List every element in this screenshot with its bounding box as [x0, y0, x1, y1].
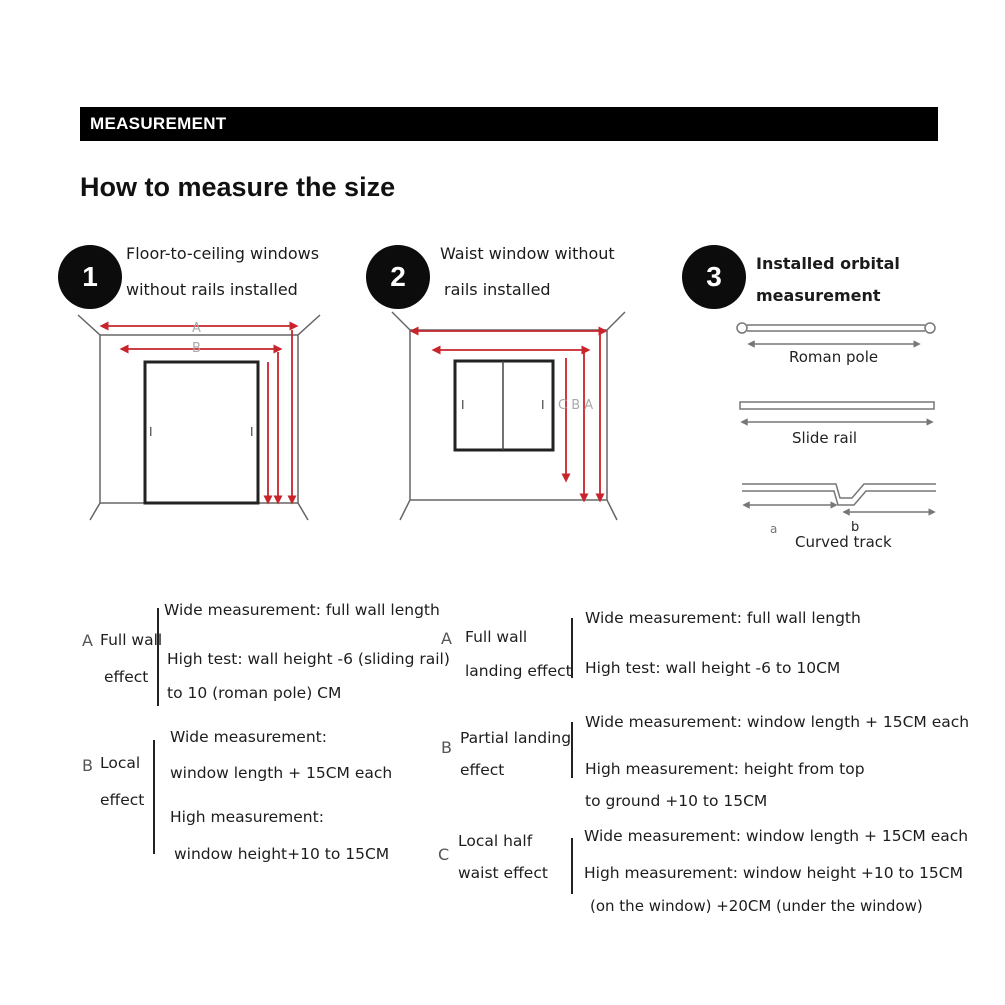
left-b-line3: High measurement: [170, 808, 324, 826]
left-a-title-line1: Full wall [100, 631, 163, 649]
right-b-title-line2: effect [460, 761, 505, 779]
left-b-line2: window length + 15CM each [170, 764, 393, 782]
right-a-line1: Wide measurement: full wall length [585, 609, 861, 627]
left-b-title-line1: Local [100, 754, 141, 772]
right-c-line1: Wide measurement: window length + 15CM e… [584, 827, 969, 845]
roman-pole-label: Roman pole [789, 348, 879, 366]
room-1-measure-lines [99, 321, 299, 505]
dim-label-b: B [192, 341, 201, 356]
step-3-caption-line2: measurement [756, 286, 881, 305]
step-3-badge: 3 [682, 245, 746, 309]
room-diagram-2 [391, 311, 626, 521]
step-3-caption-line1: Installed orbital [756, 254, 900, 273]
right-a-title-line2: landing effect [465, 662, 572, 680]
curved-track-drawing [742, 483, 936, 516]
left-b-line1: Wide measurement: [170, 728, 327, 746]
dim-label-a: A [192, 321, 201, 336]
right-b-line3: to ground +10 to 15CM [585, 792, 768, 810]
step-2-badge: 2 [366, 245, 430, 309]
window-mark-left: I [461, 398, 465, 412]
slide-rail-drawing [739, 401, 935, 426]
step-2-caption-line1: Waist window without [440, 244, 615, 263]
room-2-measure-lines [409, 326, 608, 503]
window-mark-right: I [541, 398, 545, 412]
right-b-bracket [571, 722, 573, 778]
right-a-title-line1: Full wall [465, 628, 528, 646]
slide-rail-label: Slide rail [792, 429, 858, 447]
curved-segment-a-label: a [770, 522, 778, 536]
curved-track-label: Curved track [795, 533, 892, 551]
left-a-letter: A [82, 631, 93, 650]
left-b-letter: B [82, 756, 93, 775]
step-1-caption-line2: without rails installed [126, 280, 298, 299]
right-b-title-line1: Partial landing [460, 729, 572, 747]
left-a-line3: to 10 (roman pole) CM [167, 684, 342, 702]
right-c-line2: High measurement: window height +10 to 1… [584, 864, 963, 882]
roman-pole-drawing [736, 322, 936, 348]
right-b-line1: Wide measurement: window length + 15CM e… [585, 713, 970, 731]
left-a-title-line2: effect [104, 668, 149, 686]
step-2-caption-line2: rails installed [444, 280, 551, 299]
right-a-letter: A [441, 629, 452, 648]
right-c-line3: (on the window) +20CM (under the window) [590, 897, 923, 915]
right-a-bracket [571, 618, 573, 678]
left-b-line4: window height+10 to 15CM [174, 845, 390, 863]
left-b-title-line2: effect [100, 791, 145, 809]
page-title: How to measure the size [80, 172, 396, 202]
left-a-bracket [157, 608, 159, 706]
step-1-badge: 1 [58, 245, 122, 309]
right-c-letter: C [438, 845, 450, 864]
dim-label-cba: C B A [558, 398, 594, 413]
right-c-bracket [571, 838, 573, 894]
right-b-letter: B [441, 738, 452, 757]
step-1-caption-line1: Floor-to-ceiling windows [126, 244, 320, 263]
left-b-bracket [153, 740, 155, 854]
room-diagram-1 [77, 314, 321, 521]
door-mark-right: I [250, 425, 254, 439]
right-a-line2: High test: wall height -6 to 10CM [585, 659, 841, 677]
section-header-bar: MEASUREMENT [80, 107, 938, 141]
left-a-line2: High test: wall height -6 (sliding rail) [167, 650, 450, 668]
right-b-line2: High measurement: height from top [585, 760, 865, 778]
door-mark-left: I [149, 425, 153, 439]
left-a-line1: Wide measurement: full wall length [164, 601, 440, 619]
section-header-title: MEASUREMENT [90, 114, 227, 133]
curved-segment-b-label: b [851, 520, 860, 535]
right-c-title-line1: Local half [458, 832, 533, 850]
right-c-title-line2: waist effect [458, 864, 548, 882]
